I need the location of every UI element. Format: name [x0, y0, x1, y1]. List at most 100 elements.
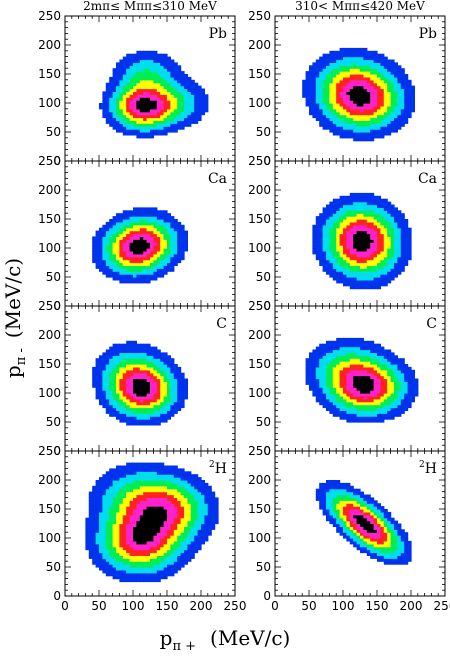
- heatmap-cell: [133, 117, 137, 121]
- heatmap-cell: [126, 262, 131, 266]
- heatmap-cell: [326, 358, 330, 362]
- heatmap-cell: [336, 277, 341, 281]
- heatmap-cell: [343, 364, 347, 368]
- heatmap-cell: [160, 265, 165, 269]
- heatmap-cell: [88, 509, 93, 513]
- heatmap-cell: [346, 213, 351, 217]
- heatmap-cell: [322, 372, 327, 377]
- heatmap-cell: [326, 56, 330, 61]
- heatmap-cell: [370, 390, 375, 394]
- heatmap-cell: [319, 245, 324, 249]
- heatmap-cell: [197, 103, 202, 107]
- heatmap-cell: [349, 47, 354, 52]
- heatmap-cell: [377, 74, 381, 78]
- heatmap-cell: [143, 79, 148, 84]
- heatmap-cell: [332, 340, 337, 345]
- heatmap-cell: [95, 390, 100, 394]
- heatmap-cell: [143, 65, 148, 69]
- heatmap-cell: [370, 256, 375, 261]
- heatmap-cell: [88, 555, 93, 559]
- heatmap-cell: [153, 71, 158, 75]
- heatmap-cell: [319, 91, 324, 95]
- heatmap-cell: [112, 242, 117, 246]
- heatmap-cell: [163, 126, 168, 130]
- heatmap-cell: [360, 381, 364, 385]
- heatmap-cell: [312, 384, 317, 388]
- heatmap-cell: [373, 105, 378, 110]
- heatmap-cell: [397, 236, 402, 240]
- heatmap-cell: [343, 210, 347, 214]
- heatmap-cell: [373, 245, 378, 249]
- heatmap-cell: [167, 117, 171, 121]
- heatmap-cell: [397, 94, 402, 98]
- heatmap-cell: [92, 242, 97, 246]
- heatmap-cell: [326, 372, 330, 377]
- heatmap-cell: [383, 230, 388, 235]
- heatmap-cell: [387, 129, 392, 133]
- heatmap-cell: [336, 387, 341, 391]
- heatmap-cell: [122, 358, 127, 362]
- heatmap-cell: [170, 79, 175, 84]
- heatmap-cell: [153, 120, 158, 124]
- heatmap-cell: [373, 236, 378, 240]
- heatmap-cell: [370, 265, 375, 269]
- heatmap-cell: [143, 114, 148, 119]
- heatmap-cell: [95, 242, 100, 246]
- heatmap-cell: [397, 216, 402, 220]
- heatmap-cell: [332, 248, 337, 252]
- heatmap-cell: [373, 419, 378, 423]
- heatmap-cell: [85, 540, 90, 545]
- heatmap-cell: [400, 105, 405, 110]
- heatmap-cell: [383, 366, 388, 371]
- heatmap-cell: [366, 279, 371, 284]
- heatmap-cell: [326, 97, 330, 101]
- heatmap-cell: [112, 407, 117, 411]
- heatmap-cell: [122, 123, 127, 127]
- column-title-1: 2mπ≤ Mππ≤310 MeV: [83, 0, 217, 13]
- heatmap-cell: [160, 94, 165, 98]
- heatmap-cell: [133, 126, 137, 130]
- heatmap-cell: [370, 407, 375, 411]
- heatmap-cell: [377, 378, 381, 382]
- heatmap-cell: [156, 398, 161, 403]
- heatmap-cell: [394, 216, 398, 220]
- heatmap-cell: [383, 401, 388, 406]
- heatmap-cell: [167, 268, 171, 272]
- heatmap-cell: [309, 369, 313, 374]
- heatmap-cell: [377, 204, 381, 208]
- heatmap-cell: [95, 384, 100, 388]
- heatmap-cell: [146, 88, 151, 92]
- heatmap-cell: [319, 85, 324, 90]
- heatmap-cell: [319, 224, 324, 229]
- heatmap-cell: [360, 207, 364, 211]
- heatmap-cell: [343, 262, 347, 266]
- heatmap-cell: [329, 117, 334, 121]
- heatmap-cell: [377, 114, 381, 119]
- heatmap-cell: [95, 535, 100, 539]
- heatmap-cell: [360, 213, 364, 217]
- heatmap-cell: [336, 407, 341, 411]
- heatmap-cell: [173, 105, 178, 110]
- heatmap-cell: [339, 416, 344, 420]
- heatmap-cell: [92, 558, 97, 562]
- heatmap-cell: [390, 65, 395, 69]
- heatmap-cell: [122, 216, 127, 220]
- heatmap-cell: [343, 213, 347, 217]
- heatmap-cell: [332, 413, 337, 417]
- heatmap-cell: [302, 91, 307, 95]
- heatmap-cell: [387, 103, 392, 107]
- heatmap-cell: [360, 282, 364, 287]
- heatmap-cell: [116, 393, 120, 397]
- heatmap-cell: [160, 369, 165, 374]
- heatmap-cell: [373, 262, 378, 266]
- heatmap-cell: [370, 366, 375, 371]
- heatmap-cell: [363, 120, 368, 124]
- heatmap-cell: [332, 352, 337, 356]
- heatmap-cell: [153, 262, 158, 266]
- heatmap-cell: [133, 213, 137, 217]
- heatmap-cell: [329, 372, 334, 377]
- heatmap-cell: [404, 227, 409, 232]
- heatmap-cell: [356, 227, 361, 232]
- heatmap-cell: [366, 378, 371, 382]
- heatmap-cell: [343, 216, 347, 220]
